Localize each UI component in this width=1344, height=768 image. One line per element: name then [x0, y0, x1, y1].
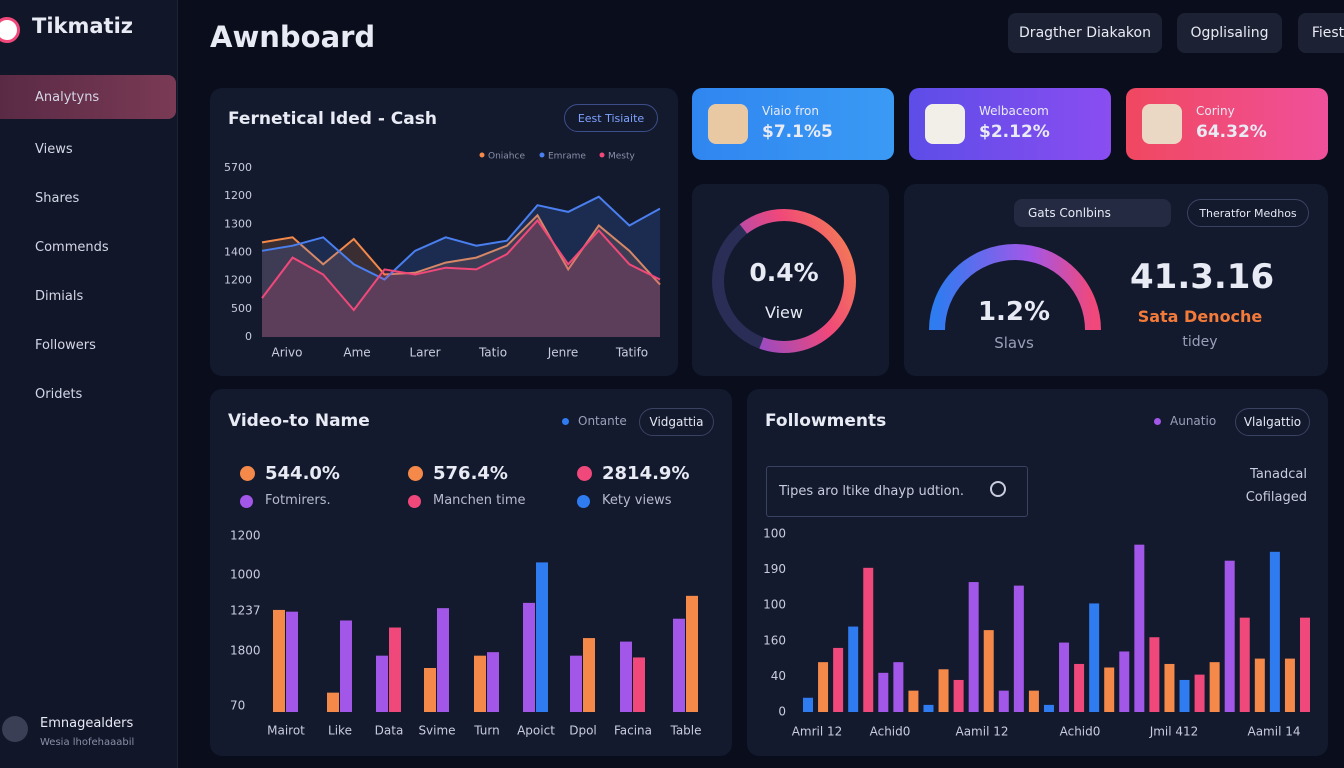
stat-value: 576.4% — [433, 463, 508, 484]
bar-panel — [210, 389, 732, 756]
top-button[interactable]: Fiest — [1298, 13, 1344, 53]
stat-value: 544.0% — [265, 463, 340, 484]
panel-title: Followments — [765, 411, 887, 431]
page-title: Awnboard — [210, 20, 376, 54]
stat-value: 2814.9% — [602, 463, 690, 484]
stat-label: Manchen time — [433, 493, 526, 508]
avatar — [1142, 104, 1182, 144]
stat-card: Viaio fron $7.1%5 — [692, 88, 894, 160]
stat-label: Viaio fron — [762, 104, 819, 118]
select[interactable]: Gats Conlbins — [1014, 199, 1171, 227]
panel-title: Video-to Name — [228, 411, 370, 431]
note: Tanadcal — [1250, 467, 1307, 482]
gauge-value: 1.2% — [977, 297, 1051, 327]
stat-value: $7.1%5 — [762, 122, 833, 142]
highlight: Sata Denoche — [1137, 307, 1263, 326]
nav-item[interactable]: Views — [35, 141, 73, 157]
stat-dot — [240, 495, 253, 508]
legend: Ontante — [562, 414, 627, 428]
follow-panel — [747, 389, 1328, 756]
sidebar — [0, 0, 178, 768]
stat-value: 64.32% — [1196, 122, 1267, 142]
nav-item[interactable]: Analytyns — [0, 75, 176, 119]
stat-dot — [408, 495, 421, 508]
top-button[interactable]: Dragther Diakakon — [1008, 13, 1162, 53]
stat-label: Welbaceom — [979, 104, 1049, 118]
nav-item[interactable]: Oridets — [35, 386, 83, 402]
user-subtitle: Wesia lhofehaaabil — [40, 737, 135, 748]
stat-card: Welbaceom $2.12% — [909, 88, 1111, 160]
panel-title: Fernetical Ided - Cash — [228, 109, 437, 129]
caption: tidey — [1182, 334, 1218, 350]
stat-label: Coriny — [1196, 104, 1235, 118]
logo — [0, 17, 20, 43]
panel-button[interactable]: Vlalgattio — [1235, 408, 1310, 436]
panel-button[interactable]: Vidgattia — [639, 408, 714, 436]
big-value: 41.3.16 — [1130, 257, 1275, 297]
top-button[interactable]: Ogplisaling — [1177, 13, 1282, 53]
search-input[interactable]: Tipes aro ltike dhayp udtion. — [766, 466, 1028, 517]
legend-label: Aunatio — [1170, 414, 1217, 428]
panel-button[interactable]: Eest Tisiaite — [564, 104, 658, 132]
donut-value: 0.4% — [749, 258, 819, 287]
stat-dot — [577, 495, 590, 508]
user-avatar — [2, 716, 28, 742]
stat-dot — [408, 466, 423, 481]
stat-value: $2.12% — [979, 122, 1050, 142]
stat-dot — [577, 466, 592, 481]
stat-dot — [240, 466, 255, 481]
nav-item[interactable]: Followers — [35, 337, 96, 353]
nav-item[interactable]: Shares — [35, 190, 80, 206]
stat-card: Coriny 64.32% — [1126, 88, 1328, 160]
brand: Tikmatiz — [32, 14, 134, 38]
user-name: Emnagealders — [40, 716, 134, 731]
legend-label: Ontante — [578, 414, 627, 428]
search-icon[interactable] — [990, 481, 1006, 497]
gauge-label: Slavs — [994, 334, 1034, 352]
avatar — [925, 104, 965, 144]
stat-label: Kety views — [602, 493, 672, 508]
stat-label: Fotmirers. — [265, 493, 331, 508]
nav-item[interactable]: Dimials — [35, 288, 84, 304]
legend: Aunatio — [1154, 414, 1216, 428]
note: Cofilaged — [1245, 490, 1307, 505]
nav-item[interactable]: Commends — [35, 239, 109, 255]
panel-button[interactable]: Theratfor Medhos — [1187, 199, 1309, 227]
avatar — [708, 104, 748, 144]
donut-label: View — [765, 303, 803, 322]
